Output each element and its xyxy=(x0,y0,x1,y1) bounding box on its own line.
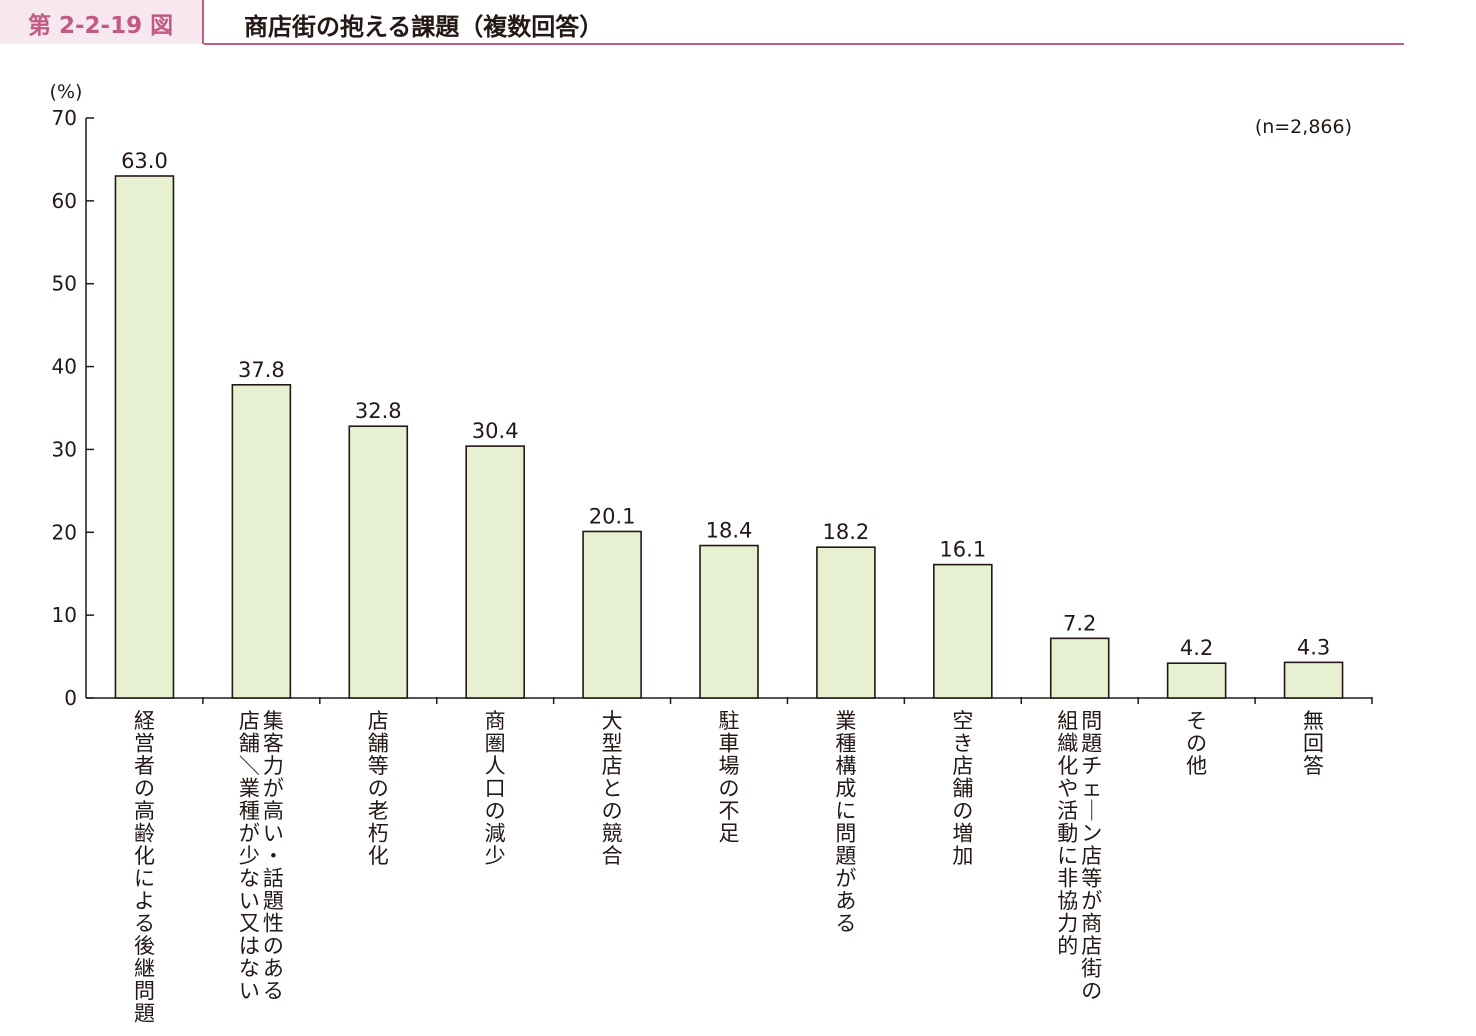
category-label: 問題チェ｜ン店等が商店街の組織化や活動に非協力的 xyxy=(1057,709,1102,1003)
bar xyxy=(582,530,642,699)
bar xyxy=(1283,661,1344,699)
figure-title: 商店街の抱える課題（複数回答） xyxy=(244,13,604,41)
figure-header: 第 2-2-19 図 商店街の抱える課題（複数回答） xyxy=(0,0,1404,46)
category-labels: 経営者の高齢化による後継問題 集客力が高い・話題性のある店舗＼業種が少ない又はない… xyxy=(134,709,1324,1026)
bar xyxy=(231,383,292,699)
bar xyxy=(933,563,993,699)
value-label: 4.3 xyxy=(1297,635,1330,659)
category-label: 大型店との競合 xyxy=(602,709,623,868)
y-tick-label: 30 xyxy=(52,437,77,461)
category-label: 無回答 xyxy=(1303,709,1324,778)
value-label: 18.2 xyxy=(823,520,870,544)
y-tick-label: 40 xyxy=(52,355,77,379)
value-label: 20.1 xyxy=(589,504,636,528)
bar xyxy=(1166,662,1227,699)
y-tick-label: 70 xyxy=(52,106,77,130)
bar xyxy=(465,445,525,699)
value-label: 30.4 xyxy=(472,419,519,443)
bar xyxy=(816,546,876,699)
bars xyxy=(114,175,1344,699)
category-label: 空き店舗の増加 xyxy=(952,709,973,868)
header-rule xyxy=(204,43,1404,45)
y-tick-label: 10 xyxy=(52,603,77,627)
category-label: 集客力が高い・話題性のある店舗＼業種が少ない又はない xyxy=(239,709,284,1003)
category-label: 商圏人口の減少 xyxy=(485,709,506,868)
value-label: 4.2 xyxy=(1180,636,1213,660)
y-ticks: 0 10 20 30 40 50 60 70 xyxy=(52,106,94,710)
bar xyxy=(1049,637,1110,699)
y-tick-label: 20 xyxy=(52,520,77,544)
figure-number-tab: 第 2-2-19 図 xyxy=(0,0,204,44)
bar xyxy=(348,425,409,699)
figure-number: 第 2-2-19 図 xyxy=(28,13,174,39)
category-label: 業種構成に問題がある xyxy=(835,709,856,936)
value-label: 32.8 xyxy=(355,399,402,423)
value-label: 37.8 xyxy=(238,358,285,382)
y-axis-unit: (%) xyxy=(50,81,83,103)
value-label: 63.0 xyxy=(121,149,168,173)
category-label: その他 xyxy=(1186,709,1207,778)
category-label: 経営者の高齢化による後継問題 xyxy=(134,709,155,1026)
bar xyxy=(699,544,759,699)
x-ticks xyxy=(202,697,1373,704)
y-tick-label: 0 xyxy=(64,686,77,710)
sample-size-note: (n=2,866) xyxy=(1255,116,1352,138)
category-label: 駐車場の不足 xyxy=(719,709,740,846)
value-label: 7.2 xyxy=(1063,611,1096,635)
value-labels: 63.0 37.8 32.8 30.4 20.1 18.4 18.2 16.1 7.2 4.2 4.… xyxy=(121,149,1330,660)
y-tick-label: 50 xyxy=(52,272,77,296)
y-tick-label: 60 xyxy=(52,189,77,213)
category-label: 店舗等の老朽化 xyxy=(368,709,389,868)
value-label: 18.4 xyxy=(706,519,753,543)
bar xyxy=(114,175,175,699)
value-label: 16.1 xyxy=(939,538,986,562)
